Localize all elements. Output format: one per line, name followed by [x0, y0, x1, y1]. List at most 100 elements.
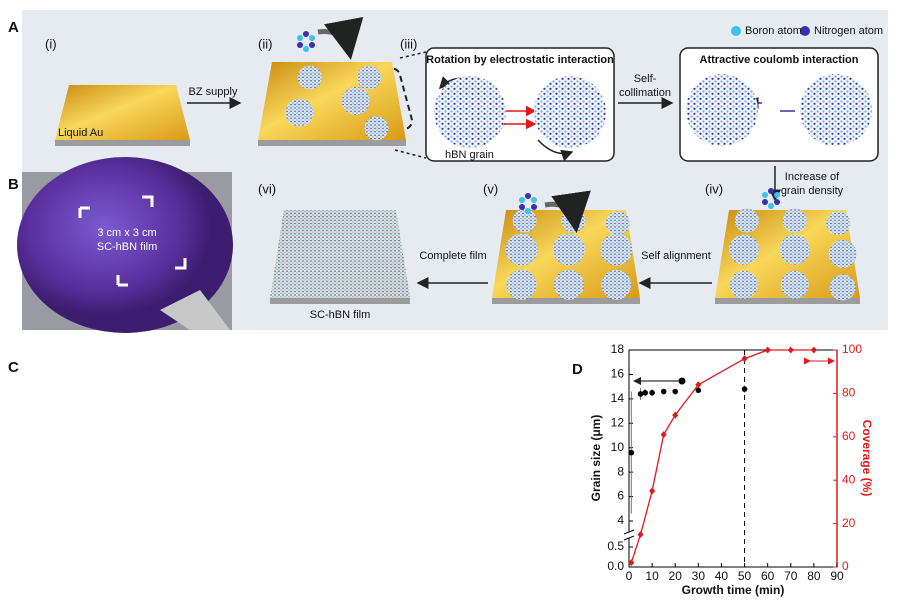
slab-side [270, 298, 410, 304]
grain-point [649, 389, 655, 396]
coverage-point [787, 346, 794, 354]
molecule-atom [309, 42, 315, 48]
grain [297, 65, 322, 90]
coverage-point [649, 487, 656, 495]
grain [780, 270, 809, 299]
grain-point [695, 387, 702, 394]
molecule-atom [774, 199, 780, 205]
label: (vi) [258, 181, 276, 196]
legend-dot [678, 377, 686, 385]
grain [826, 211, 851, 236]
x-axis-title: Growth time (min) [682, 583, 785, 597]
label: (ii) [258, 36, 272, 51]
molecule-atom [303, 46, 309, 52]
tweezer [160, 290, 230, 330]
grain-point [637, 391, 644, 397]
film-corners [78, 195, 187, 287]
molecule-atom [768, 188, 774, 194]
label: collimation [619, 87, 671, 99]
y2-tick-label: 20 [842, 516, 856, 530]
label: D [572, 361, 583, 378]
y-tick-label: 4 [617, 513, 624, 527]
grain [730, 270, 758, 299]
grain [782, 208, 807, 233]
molecule-atom [525, 193, 531, 199]
y2-tick-label: 60 [842, 429, 856, 443]
x-tick-label: 10 [645, 569, 659, 583]
y-tick-label: 12 [611, 415, 625, 429]
grain-point [672, 388, 679, 395]
slab-side [55, 140, 190, 146]
axis-break-mark [623, 529, 635, 541]
y-axis-title: Grain size (μm) [589, 415, 603, 502]
wafer [17, 157, 233, 333]
plot-frame [628, 349, 838, 568]
slab-side [715, 298, 860, 304]
grain [341, 87, 370, 115]
grain [601, 269, 632, 300]
molecule-atom [531, 204, 537, 210]
grain [734, 208, 759, 233]
y-tick-label: 14 [611, 391, 625, 405]
x-tick-label: 80 [807, 569, 821, 583]
label: SC-hBN film [310, 309, 371, 321]
y-tick-label: 8 [617, 464, 624, 478]
label: B [8, 176, 19, 193]
x-tick-label: 90 [830, 569, 844, 583]
molecule-atom [525, 208, 531, 214]
y-tick-label: 18 [611, 342, 625, 356]
coverage-line [630, 349, 814, 563]
grain [729, 234, 759, 265]
coverage-point [637, 530, 644, 538]
label: Self- [634, 73, 657, 85]
y-tick-label: 10 [611, 440, 625, 454]
grain [552, 233, 585, 266]
film [270, 210, 410, 298]
grain [553, 269, 584, 300]
x-tick-label: 0 [626, 569, 633, 583]
molecule-atom [762, 199, 768, 205]
coverage-point [695, 381, 702, 389]
label: hBN grain [445, 149, 494, 161]
molecule-atom [531, 197, 537, 203]
y-tick-label: 6 [617, 489, 624, 503]
axis-break [625, 532, 633, 538]
label: (iv) [705, 181, 723, 196]
gold-slab [55, 85, 190, 140]
label: Boron atom [745, 25, 802, 37]
label: Rotation by electrostatic interaction [426, 54, 614, 66]
x-tick-label: 30 [692, 569, 706, 583]
label: (i) [45, 36, 57, 51]
y2-tick-label: 40 [842, 472, 856, 486]
grain [534, 76, 606, 148]
nitrogen-icon [800, 26, 810, 36]
molecule-atom [519, 197, 525, 203]
grain [686, 74, 758, 146]
label: 3 cm x 3 cm [97, 227, 156, 239]
label: Complete film [419, 250, 486, 262]
grain [357, 65, 381, 90]
y2-tick-label: 100 [842, 342, 862, 356]
y-tick-label: 16 [611, 367, 625, 381]
grain [434, 76, 506, 148]
label: Liquid Au [58, 127, 103, 139]
label: A [8, 19, 19, 36]
grain-point [660, 388, 667, 395]
coverage-point [741, 355, 748, 363]
label: Attractive coulomb interaction [700, 54, 859, 66]
molecule-atom [297, 35, 303, 41]
grain [512, 208, 537, 233]
label: Nitrogen atom [814, 25, 883, 37]
label: BZ supply [189, 86, 238, 98]
grain [779, 234, 810, 265]
coverage-point [672, 411, 679, 419]
coverage-point [764, 346, 771, 354]
x-tick-label: 60 [761, 569, 775, 583]
coverage-point [660, 431, 667, 439]
label: grain density [781, 185, 844, 197]
molecule-atom [303, 31, 309, 37]
supply-arrow [544, 190, 591, 233]
slab-side [258, 140, 406, 146]
grain [828, 240, 857, 268]
